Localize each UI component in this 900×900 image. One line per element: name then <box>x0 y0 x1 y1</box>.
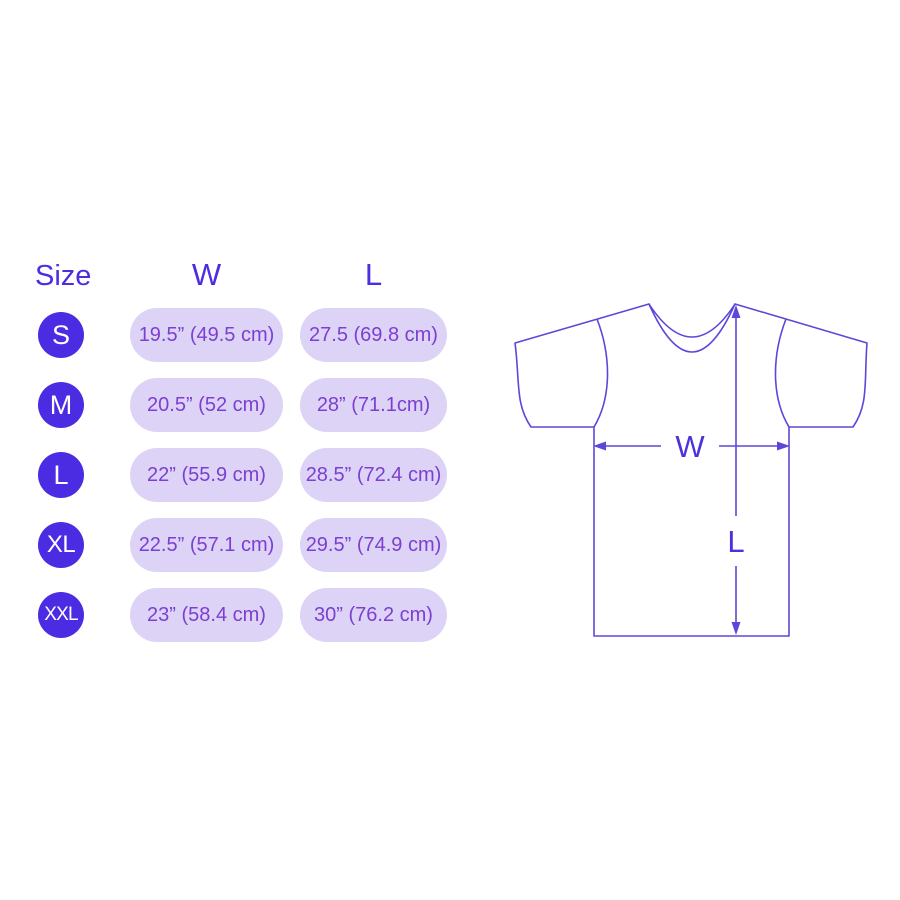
width-value: 20.5” (52 cm) <box>130 378 283 432</box>
size-column-title: Size <box>35 260 92 292</box>
length-value: 29.5” (74.9 cm) <box>300 518 447 572</box>
tshirt-diagram: W L <box>500 285 880 655</box>
width-column-header: W <box>191 257 222 292</box>
length-arrow <box>731 305 741 635</box>
length-value: 28” (71.1cm) <box>300 378 447 432</box>
width-value: 22.5” (57.1 cm) <box>130 518 283 572</box>
table-header: Size W L <box>35 257 447 293</box>
width-value: 23” (58.4 cm) <box>130 588 283 642</box>
collar-inner-curve <box>648 303 736 338</box>
width-arrow <box>593 441 790 451</box>
table-row: M 20.5” (52 cm) 28” (71.1cm) <box>35 378 447 432</box>
length-value: 30” (76.2 cm) <box>300 588 447 642</box>
size-badge-m: M <box>38 382 84 428</box>
width-value: 19.5” (49.5 cm) <box>130 308 283 362</box>
right-armhole-seam <box>774 318 790 428</box>
left-armhole-seam <box>593 318 609 428</box>
size-chart-table: Size W L S 19.5” (49.5 cm) 27.5 (69.8 cm… <box>35 258 447 658</box>
length-column-header: L <box>364 257 383 292</box>
length-value: 28.5” (72.4 cm) <box>300 448 447 502</box>
length-dimension-label: L <box>727 524 744 559</box>
size-badge-l: L <box>38 452 84 498</box>
table-row: S 19.5” (49.5 cm) 27.5 (69.8 cm) <box>35 308 447 362</box>
width-dimension-label: W <box>675 429 705 464</box>
size-badge-xl: XL <box>38 522 84 568</box>
length-value: 27.5 (69.8 cm) <box>300 308 447 362</box>
width-value: 22” (55.9 cm) <box>130 448 283 502</box>
tshirt-outline-shape <box>514 303 868 637</box>
size-badge-xxl: XXL <box>38 592 84 638</box>
size-badge-s: S <box>38 312 84 358</box>
table-row: XXL 23” (58.4 cm) 30” (76.2 cm) <box>35 588 447 642</box>
table-row: L 22” (55.9 cm) 28.5” (72.4 cm) <box>35 448 447 502</box>
table-row: XL 22.5” (57.1 cm) 29.5” (74.9 cm) <box>35 518 447 572</box>
